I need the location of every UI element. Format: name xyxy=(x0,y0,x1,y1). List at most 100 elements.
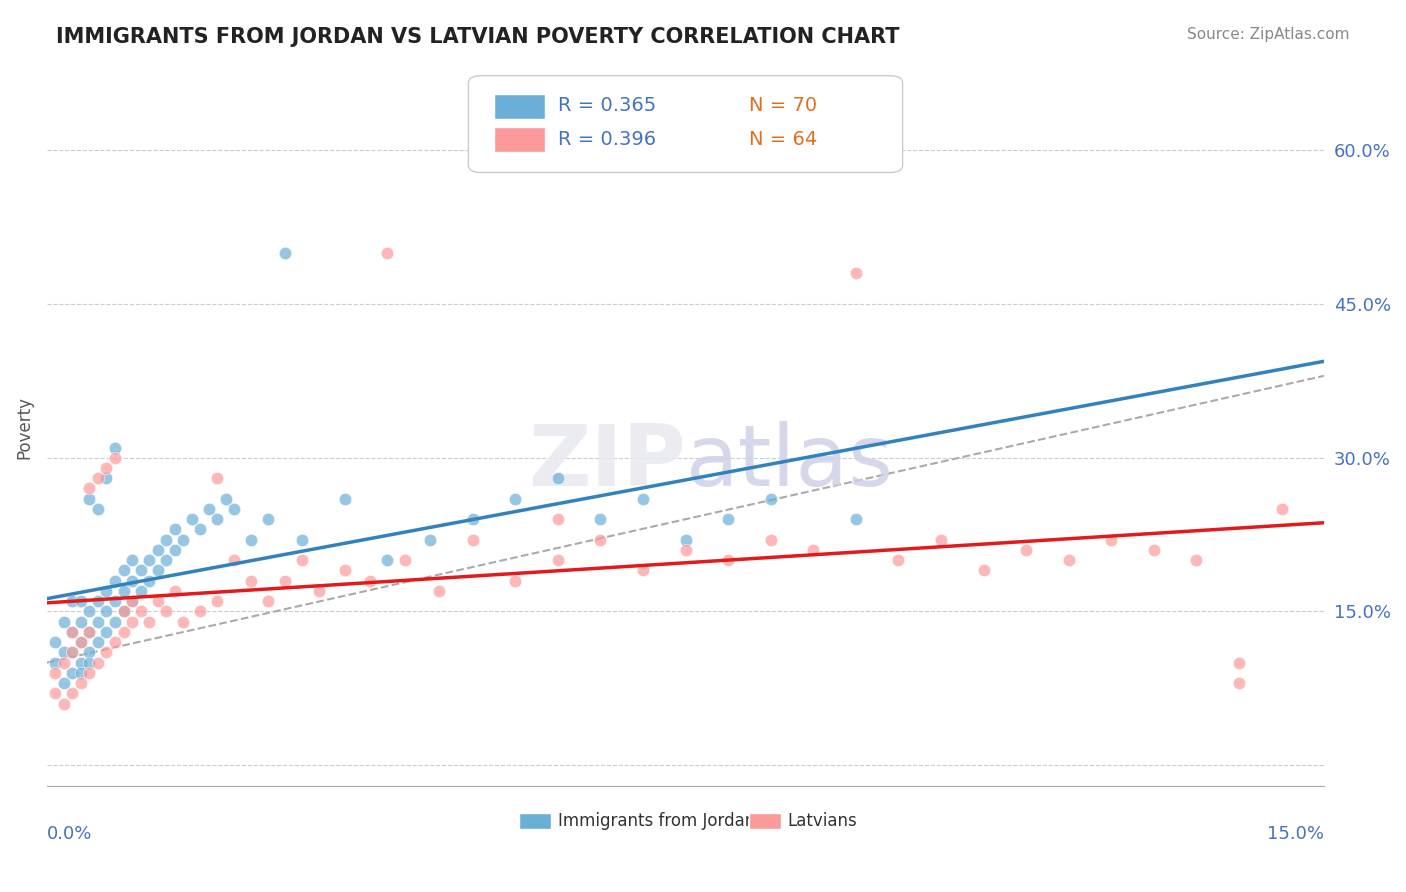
Point xyxy=(163,523,186,537)
Text: atlas: atlas xyxy=(686,421,894,504)
Point xyxy=(96,461,118,475)
Text: R = 0.396: R = 0.396 xyxy=(558,130,657,149)
Point xyxy=(112,624,135,639)
Point xyxy=(1057,553,1080,567)
Point xyxy=(631,564,654,578)
Point xyxy=(308,583,330,598)
Point xyxy=(224,502,246,516)
Point xyxy=(155,553,177,567)
Point xyxy=(62,624,84,639)
Point xyxy=(62,594,84,608)
Point xyxy=(274,574,297,588)
Point xyxy=(44,656,66,670)
Point xyxy=(104,450,127,465)
Point xyxy=(79,604,101,618)
Point xyxy=(96,645,118,659)
Text: N = 70: N = 70 xyxy=(749,96,817,115)
Y-axis label: Poverty: Poverty xyxy=(15,395,32,458)
Point xyxy=(240,574,263,588)
Point xyxy=(52,697,75,711)
Point xyxy=(333,491,356,506)
Point xyxy=(104,635,127,649)
Point xyxy=(87,615,110,629)
Point xyxy=(129,583,152,598)
Point xyxy=(547,553,569,567)
Point xyxy=(845,266,868,280)
Point xyxy=(163,543,186,558)
Point xyxy=(180,512,202,526)
Point xyxy=(257,512,280,526)
Point xyxy=(188,604,211,618)
Point xyxy=(377,553,399,567)
Point xyxy=(274,246,297,260)
Point xyxy=(70,615,93,629)
Point xyxy=(717,512,740,526)
Point xyxy=(333,564,356,578)
Point xyxy=(44,635,66,649)
Point xyxy=(1185,553,1208,567)
Point xyxy=(79,491,101,506)
Point xyxy=(79,645,101,659)
Point xyxy=(419,533,441,547)
Text: 15.0%: 15.0% xyxy=(1267,825,1324,843)
Point xyxy=(121,553,143,567)
Point xyxy=(112,604,135,618)
Point xyxy=(427,583,450,598)
Point xyxy=(112,604,135,618)
Text: Source: ZipAtlas.com: Source: ZipAtlas.com xyxy=(1187,27,1350,42)
Point xyxy=(589,533,612,547)
Point xyxy=(62,624,84,639)
Point xyxy=(112,564,135,578)
Point xyxy=(547,471,569,485)
Point xyxy=(547,512,569,526)
Point xyxy=(1227,676,1250,690)
Text: Latvians: Latvians xyxy=(787,812,858,830)
Point xyxy=(87,635,110,649)
Point xyxy=(172,533,194,547)
Point xyxy=(197,502,219,516)
Point xyxy=(44,686,66,700)
Point xyxy=(104,441,127,455)
Point xyxy=(104,615,127,629)
Point xyxy=(1099,533,1122,547)
Point xyxy=(675,533,697,547)
Point xyxy=(1143,543,1166,558)
Point xyxy=(359,574,381,588)
Point xyxy=(1015,543,1038,558)
Point xyxy=(759,491,782,506)
Point xyxy=(62,645,84,659)
Bar xyxy=(519,813,551,829)
Point xyxy=(503,491,526,506)
Point xyxy=(121,615,143,629)
Point xyxy=(163,583,186,598)
Point xyxy=(79,624,101,639)
Point xyxy=(845,512,868,526)
Point xyxy=(62,665,84,680)
Point xyxy=(87,594,110,608)
Point xyxy=(96,583,118,598)
Text: 0.0%: 0.0% xyxy=(46,825,93,843)
Point xyxy=(129,564,152,578)
Point xyxy=(291,533,314,547)
Point xyxy=(146,564,169,578)
FancyBboxPatch shape xyxy=(468,76,903,172)
Point xyxy=(205,512,228,526)
Point xyxy=(96,624,118,639)
Point xyxy=(70,676,93,690)
Point xyxy=(631,491,654,506)
Point xyxy=(155,604,177,618)
Point xyxy=(87,471,110,485)
Point xyxy=(188,523,211,537)
Point xyxy=(801,543,824,558)
Point xyxy=(146,543,169,558)
Point xyxy=(70,656,93,670)
Point xyxy=(79,665,101,680)
Point xyxy=(717,553,740,567)
Point xyxy=(121,594,143,608)
Point xyxy=(205,594,228,608)
Point xyxy=(929,533,952,547)
Point xyxy=(675,543,697,558)
Point xyxy=(1227,656,1250,670)
Point xyxy=(79,624,101,639)
Point xyxy=(155,533,177,547)
